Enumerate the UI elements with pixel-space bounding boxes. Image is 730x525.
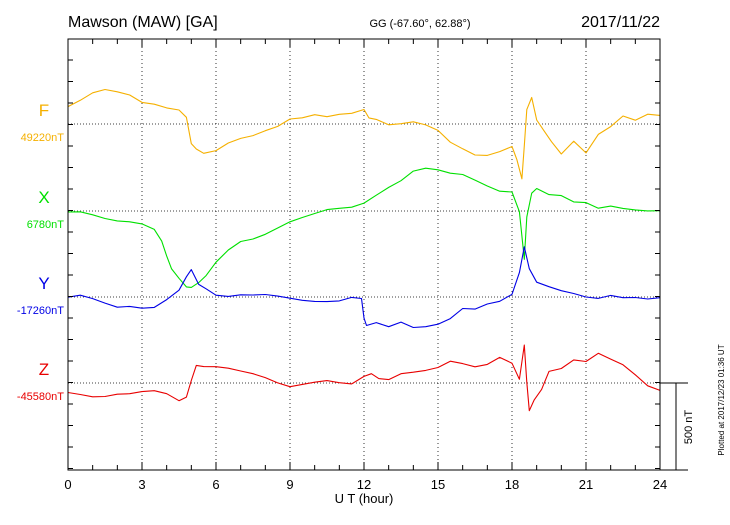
series-line-f bbox=[67, 88, 661, 180]
station-title: Mawson (MAW) [GA] bbox=[68, 14, 218, 31]
plotted-timestamp: Plotted at 2017/12/23 01:36 UT bbox=[717, 344, 726, 455]
x-tick-label: 15 bbox=[431, 477, 445, 492]
series-name-y: Y bbox=[38, 274, 49, 293]
x-tick-label: 9 bbox=[286, 477, 293, 492]
series-line-x bbox=[67, 167, 661, 288]
series-lines bbox=[67, 88, 661, 412]
series-line-z bbox=[67, 344, 661, 412]
date-label: 2017/11/22 bbox=[581, 14, 660, 31]
series-labels: F 49220nT X 6780nT Y -17260nT Z -45580nT bbox=[17, 101, 64, 403]
coordinates-label: GG (-67.60°, 62.88°) bbox=[369, 18, 470, 30]
x-tick-label: 6 bbox=[212, 477, 219, 492]
scale-bar: 500 nT bbox=[660, 382, 695, 471]
series-baseline-y: -17260nT bbox=[17, 305, 64, 317]
series-name-x: X bbox=[38, 188, 49, 207]
x-tick-label: 18 bbox=[505, 477, 519, 492]
scale-bar-label: 500 nT bbox=[683, 410, 695, 445]
baselines bbox=[68, 123, 660, 384]
series-name-f: F bbox=[39, 101, 49, 120]
series-line-y bbox=[67, 246, 661, 329]
series-baseline-z: -45580nT bbox=[17, 391, 64, 403]
series-baseline-f: 49220nT bbox=[21, 132, 65, 144]
x-tick-label: 0 bbox=[64, 477, 71, 492]
axis-ticks: 0 3 6 9 12 15 18 21 24 bbox=[64, 39, 667, 492]
grid-lines bbox=[141, 39, 587, 470]
series-name-z: Z bbox=[39, 360, 49, 379]
x-tick-label: 21 bbox=[579, 477, 593, 492]
series-baseline-x: 6780nT bbox=[27, 219, 65, 231]
x-tick-label: 24 bbox=[653, 477, 667, 492]
x-tick-label: 12 bbox=[357, 477, 371, 492]
x-tick-label: 3 bbox=[138, 477, 145, 492]
x-axis-label: U T (hour) bbox=[335, 491, 394, 506]
